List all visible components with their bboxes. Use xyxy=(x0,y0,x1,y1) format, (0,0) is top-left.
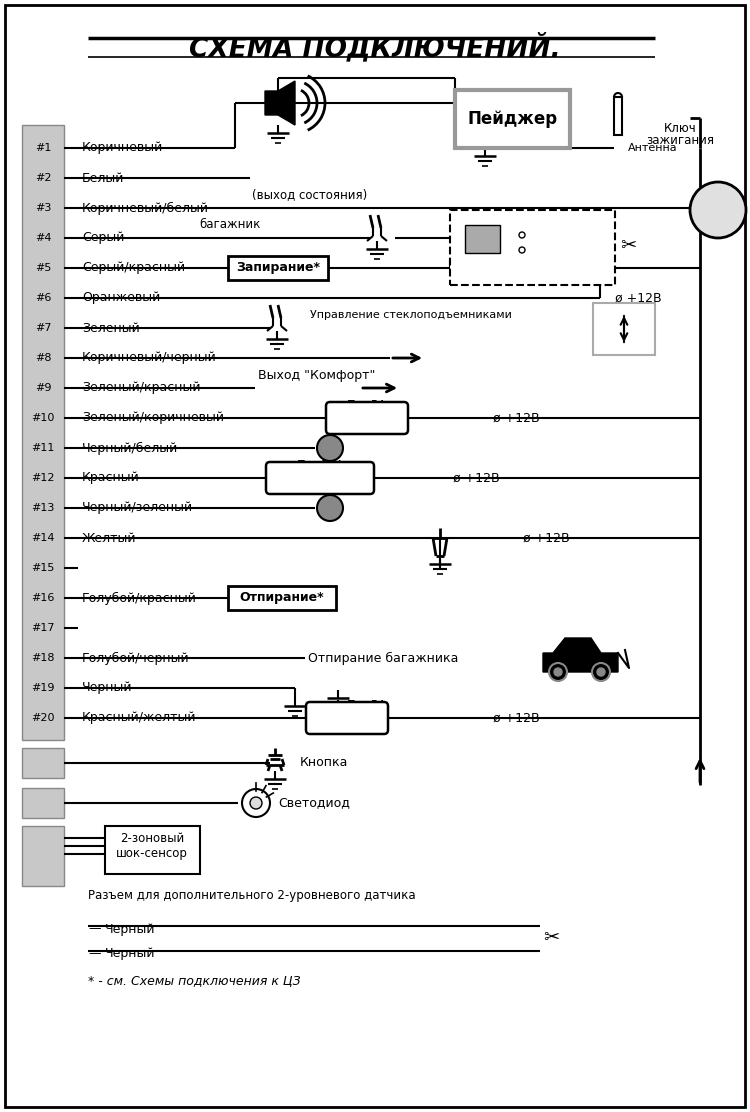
Text: багажник: багажник xyxy=(200,218,261,231)
Polygon shape xyxy=(614,97,622,135)
Text: #11: #11 xyxy=(32,443,55,453)
Bar xyxy=(228,256,328,280)
Text: #1: #1 xyxy=(34,143,51,153)
Text: Серый: Серый xyxy=(82,231,124,245)
Text: ø +12В: ø +12В xyxy=(615,291,662,305)
Text: ø +12В: ø +12В xyxy=(493,712,540,725)
Bar xyxy=(22,788,64,818)
Text: #15: #15 xyxy=(32,563,55,573)
FancyBboxPatch shape xyxy=(266,461,374,494)
Text: СХЕМА ПОДКЛЮЧЕНИЙ.: СХЕМА ПОДКЛЮЧЕНИЙ. xyxy=(189,33,561,63)
Text: #16: #16 xyxy=(32,593,55,603)
Text: Отпирание*: Отпирание* xyxy=(240,592,324,605)
Text: Пейджер: Пейджер xyxy=(467,110,557,128)
Bar xyxy=(593,302,655,355)
FancyBboxPatch shape xyxy=(306,702,388,734)
Text: Оранжевый: Оранжевый xyxy=(82,291,160,305)
Text: —: — xyxy=(88,947,100,961)
Circle shape xyxy=(597,668,605,676)
Text: Зеленый/красный: Зеленый/красный xyxy=(82,381,200,395)
Text: Красный: Красный xyxy=(82,471,140,485)
Text: #4: #4 xyxy=(34,234,51,244)
Text: Запирание*: Запирание* xyxy=(236,261,320,275)
FancyBboxPatch shape xyxy=(326,403,408,434)
Text: ✂: ✂ xyxy=(620,236,636,255)
Text: —: — xyxy=(88,923,100,935)
Text: Пр. 5А: Пр. 5А xyxy=(347,698,386,712)
Text: * - см. Схемы подключения к ЦЗ: * - см. Схемы подключения к ЦЗ xyxy=(88,974,301,987)
Bar xyxy=(22,125,64,739)
Text: #13: #13 xyxy=(32,503,55,513)
Text: #6: #6 xyxy=(34,292,51,302)
Circle shape xyxy=(554,668,562,676)
Circle shape xyxy=(592,663,610,681)
Text: #2: #2 xyxy=(34,173,51,183)
Text: ø +12В: ø +12В xyxy=(493,411,540,425)
Text: #17: #17 xyxy=(32,623,55,633)
Text: Зеленый/коричневый: Зеленый/коричневый xyxy=(82,411,224,425)
Text: #10: #10 xyxy=(32,413,55,423)
Text: Черный: Черный xyxy=(105,923,155,935)
Text: #3: #3 xyxy=(34,203,51,214)
Text: Черный: Черный xyxy=(82,682,133,695)
Text: #9: #9 xyxy=(34,383,51,393)
Text: OFF  ON: OFF ON xyxy=(704,199,732,205)
Bar xyxy=(105,826,200,874)
Text: Коричневый/белый: Коричневый/белый xyxy=(82,201,209,215)
Text: Пр. 5А: Пр. 5А xyxy=(347,398,386,411)
Bar xyxy=(228,586,336,610)
Text: Кнопка: Кнопка xyxy=(300,756,348,770)
Text: зажигания: зажигания xyxy=(646,133,714,147)
Text: Черный/белый: Черный/белый xyxy=(82,441,178,455)
Circle shape xyxy=(317,435,343,461)
Text: Отпирание багажника: Отпирание багажника xyxy=(308,652,458,665)
Text: #18: #18 xyxy=(32,653,55,663)
Circle shape xyxy=(549,663,567,681)
Text: Выход "Комфорт": Выход "Комфорт" xyxy=(258,368,375,381)
Text: ø +12В: ø +12В xyxy=(523,532,570,545)
Text: Черный: Черный xyxy=(105,947,155,961)
Bar xyxy=(450,210,615,285)
Text: Ключ: Ключ xyxy=(664,121,696,135)
Text: #7: #7 xyxy=(34,322,51,332)
Bar xyxy=(22,748,64,778)
Text: (выход состояния): (выход состояния) xyxy=(252,189,368,201)
Text: #5: #5 xyxy=(34,264,51,274)
Polygon shape xyxy=(543,638,618,672)
Text: Коричневый/черный: Коричневый/черный xyxy=(82,351,217,365)
Text: #20: #20 xyxy=(32,713,55,723)
Text: #12: #12 xyxy=(32,473,55,483)
Bar xyxy=(455,90,570,148)
Text: 2-зоновый
шок-сенсор: 2-зоновый шок-сенсор xyxy=(116,832,188,860)
Text: Белый: Белый xyxy=(82,171,124,185)
Text: #8: #8 xyxy=(34,353,51,363)
Circle shape xyxy=(250,797,262,810)
Bar xyxy=(22,826,64,886)
Text: Антенна: Антенна xyxy=(628,143,678,153)
Circle shape xyxy=(242,790,270,817)
Text: Желтый: Желтый xyxy=(82,532,136,545)
Polygon shape xyxy=(265,81,295,125)
Circle shape xyxy=(519,247,525,254)
Text: Черный/зеленый: Черный/зеленый xyxy=(82,502,194,515)
Text: Зеленый: Зеленый xyxy=(82,321,140,335)
Circle shape xyxy=(317,495,343,522)
Text: #19: #19 xyxy=(32,683,55,693)
Text: Красный/желтый: Красный/желтый xyxy=(82,712,196,725)
Text: Светодиод: Светодиод xyxy=(278,796,350,810)
Text: ✂: ✂ xyxy=(543,929,560,947)
Text: ø +12В: ø +12В xyxy=(453,471,500,485)
Text: Пр. 15А: Пр. 15А xyxy=(297,458,344,471)
Text: Серый/красный: Серый/красный xyxy=(82,261,185,275)
Text: Голубой/красный: Голубой/красный xyxy=(82,592,196,605)
Text: Голубой/черный: Голубой/черный xyxy=(82,652,190,665)
Text: Управление стеклоподъемниками: Управление стеклоподъемниками xyxy=(310,310,512,320)
Circle shape xyxy=(690,182,746,238)
Text: 🔑: 🔑 xyxy=(713,208,722,222)
Text: #14: #14 xyxy=(32,533,55,543)
Bar xyxy=(465,225,500,254)
Text: Разъем для дополнительного 2-уровневого датчика: Разъем для дополнительного 2-уровневого … xyxy=(88,890,416,903)
Text: Коричневый: Коричневый xyxy=(82,141,164,155)
Circle shape xyxy=(519,232,525,238)
